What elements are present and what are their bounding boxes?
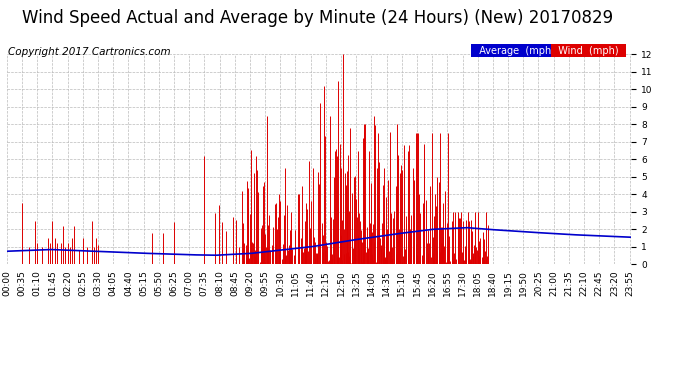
Text: Wind Speed Actual and Average by Minute (24 Hours) (New) 20170829: Wind Speed Actual and Average by Minute … [22, 9, 613, 27]
Text: Copyright 2017 Cartronics.com: Copyright 2017 Cartronics.com [8, 47, 171, 57]
Text: Wind  (mph): Wind (mph) [552, 46, 625, 56]
Text: Average  (mph): Average (mph) [473, 46, 561, 56]
